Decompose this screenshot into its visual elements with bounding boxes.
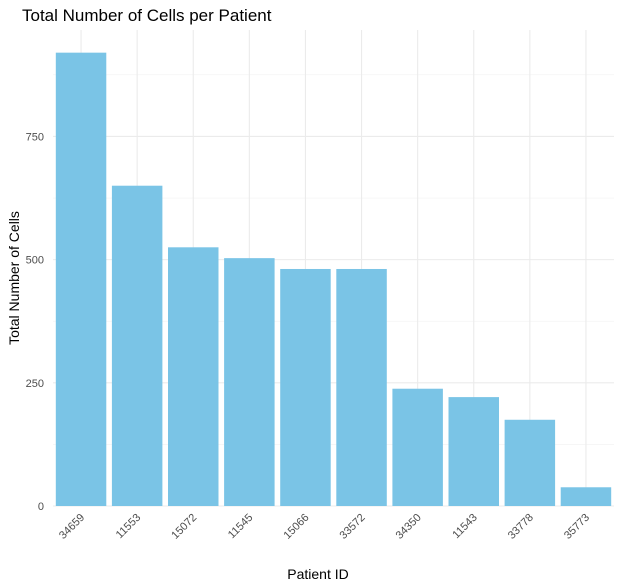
x-axis-title: Patient ID <box>287 566 348 582</box>
x-tick-label: 11553 <box>114 512 144 542</box>
bar <box>448 397 499 506</box>
y-axis-ticks: 0 250 500 750 <box>26 131 44 513</box>
bar <box>168 247 219 506</box>
y-tick-label: 500 <box>26 255 44 267</box>
bar <box>336 268 387 506</box>
y-axis-title: Total Number of Cells <box>6 211 22 345</box>
x-tick-label: 35773 <box>562 512 592 542</box>
x-tick-label: 11543 <box>450 512 480 542</box>
x-tick-label: 15072 <box>169 512 199 542</box>
bar <box>280 268 331 506</box>
bar <box>55 52 107 507</box>
x-tick-label: 34659 <box>57 512 87 542</box>
y-tick-label: 750 <box>26 131 44 143</box>
x-tick-label: 34350 <box>394 512 424 542</box>
bar <box>224 258 275 506</box>
bar <box>111 185 163 506</box>
bar <box>560 487 612 506</box>
bar <box>504 419 556 506</box>
x-tick-label: 15066 <box>281 512 311 542</box>
x-tick-label: 33572 <box>338 512 368 542</box>
x-tick-label: 33778 <box>506 512 536 542</box>
x-axis-ticks: 34659 11553 15072 11545 15066 33572 34350 11543… <box>57 512 592 542</box>
y-tick-label: 250 <box>26 378 44 390</box>
bars <box>55 52 612 507</box>
y-tick-label: 0 <box>38 501 44 513</box>
chart-title: Total Number of Cells per Patient <box>22 6 272 25</box>
bar <box>392 388 443 506</box>
x-tick-label: 11545 <box>226 512 256 542</box>
